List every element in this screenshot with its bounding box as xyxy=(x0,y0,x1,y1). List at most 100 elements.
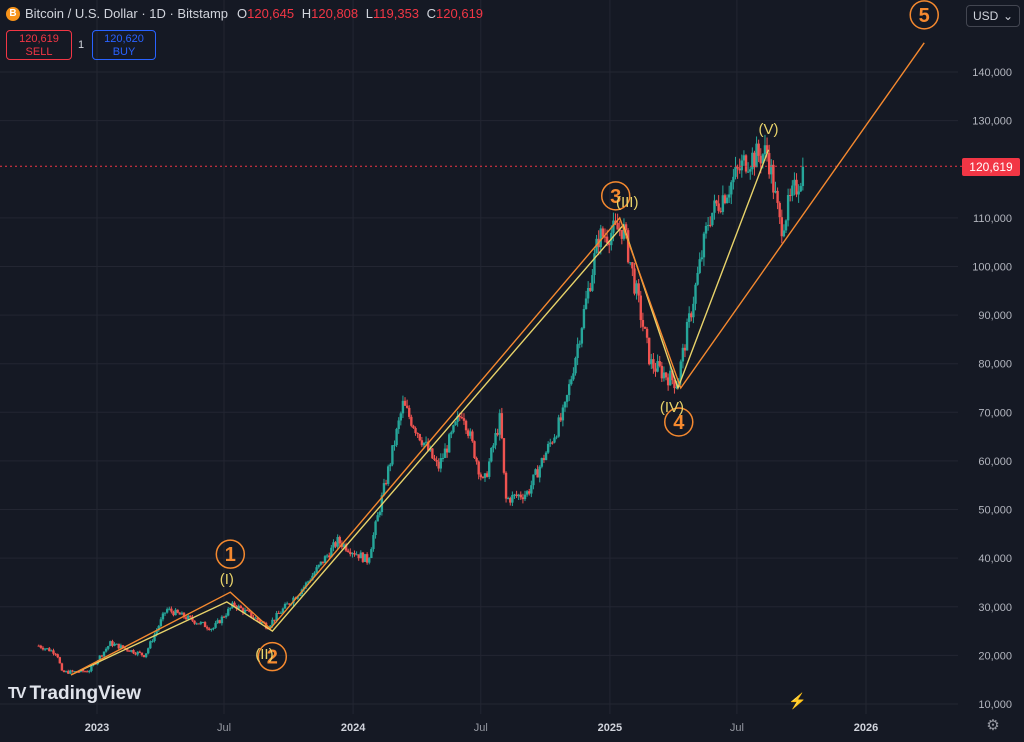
candle-body xyxy=(239,605,243,609)
candle-body xyxy=(528,491,531,494)
candle-body xyxy=(285,603,289,605)
currency-select[interactable]: USD ⌄ xyxy=(966,5,1020,27)
major-wave-label: 4 xyxy=(673,412,685,434)
candle-body xyxy=(776,190,779,203)
candle-body xyxy=(458,416,461,418)
candle-body xyxy=(570,379,573,385)
tradingview-logo-icon: TV xyxy=(8,685,27,702)
sell-button[interactable]: 120,619 SELL xyxy=(6,30,72,60)
candle-body xyxy=(534,469,537,475)
major-wave-label: 3 xyxy=(610,186,621,208)
candle-body xyxy=(128,650,131,652)
candle-body xyxy=(397,420,400,430)
candle-body xyxy=(582,308,586,329)
candle-body xyxy=(687,313,691,322)
candle-body xyxy=(576,344,579,359)
y-tick-label: 30,000 xyxy=(978,602,1012,614)
candle-body xyxy=(172,611,175,616)
candle-body xyxy=(456,416,459,422)
candle-body xyxy=(471,431,474,442)
candle-body xyxy=(509,498,512,503)
price-axis[interactable]: 10,000 20,000 30,000 40,000 50,000 60,000 70,0… xyxy=(972,67,1012,711)
candle-body xyxy=(117,643,120,649)
quantity-field[interactable]: 1 xyxy=(78,39,85,51)
candle-body xyxy=(694,284,697,304)
candle-body xyxy=(799,186,802,192)
candle-body xyxy=(504,472,508,499)
candle-body xyxy=(740,160,744,171)
candle-body xyxy=(778,202,781,218)
candle-body xyxy=(767,153,771,175)
candle-body xyxy=(759,155,762,164)
low-label: L xyxy=(365,6,373,21)
candle-body xyxy=(770,164,773,175)
candle-body xyxy=(683,347,687,351)
y-tick-label: 60,000 xyxy=(978,456,1012,468)
time-axis[interactable]: 2023 Jul 2024 Jul 2025 Jul 2026 xyxy=(85,722,878,734)
candle-body xyxy=(107,646,110,649)
candle-body xyxy=(416,432,419,435)
candle-body xyxy=(48,648,51,652)
candle-body xyxy=(580,328,584,344)
candle-body xyxy=(742,155,746,161)
candle-body xyxy=(702,233,706,258)
candle-body xyxy=(591,275,594,291)
candle-body xyxy=(422,442,426,446)
candle-body xyxy=(323,556,327,564)
candle-body xyxy=(123,647,127,649)
candle-body xyxy=(540,458,544,467)
spark-icon[interactable]: ⚡ xyxy=(788,693,807,710)
candle-body xyxy=(109,641,112,647)
candle-body xyxy=(789,195,792,197)
low-value: 119,353 xyxy=(373,6,420,21)
candle-body xyxy=(546,443,550,453)
candle-body xyxy=(69,670,72,674)
candle-body xyxy=(136,651,139,655)
major-wave-label: 5 xyxy=(919,5,930,27)
candle-body xyxy=(734,166,737,177)
candle-body xyxy=(485,473,489,477)
candle-body xyxy=(349,551,352,555)
last-price-tag: 120,619 xyxy=(962,158,1020,176)
candles xyxy=(37,134,805,675)
candle-body xyxy=(119,645,123,649)
candle-body xyxy=(384,483,388,485)
candle-body xyxy=(492,445,495,449)
candle-body xyxy=(212,627,215,629)
candle-body xyxy=(376,515,379,522)
candle-body xyxy=(635,283,638,294)
candle-body xyxy=(746,171,750,173)
candle-body xyxy=(643,326,647,329)
candle-body xyxy=(782,230,786,237)
candle-body xyxy=(563,401,567,408)
candle-body xyxy=(210,628,213,631)
candle-body xyxy=(506,498,510,500)
candle-body xyxy=(83,671,87,673)
candle-body xyxy=(765,145,769,154)
candle-body xyxy=(77,671,80,673)
chevron-down-icon: ⌄ xyxy=(1002,9,1013,23)
minor-wave-label: (V) xyxy=(758,121,778,138)
symbol-title[interactable]: Bitcoin / U.S. Dollar · 1D · Bitstamp xyxy=(25,6,228,21)
candle-body xyxy=(717,203,720,211)
candle-body xyxy=(189,615,192,618)
candle-body xyxy=(801,166,805,187)
candle-body xyxy=(237,605,240,609)
candle-body xyxy=(113,643,116,646)
gear-icon[interactable]: ⚙ xyxy=(986,717,1000,734)
sell-price: 120,619 xyxy=(19,33,59,45)
candle-body xyxy=(256,617,259,621)
candle-body xyxy=(374,521,377,536)
candle-body xyxy=(559,417,562,421)
buy-button[interactable]: 120,620 BUY xyxy=(92,30,156,60)
candle-body xyxy=(342,544,346,548)
candle-body xyxy=(631,262,634,269)
wave-label-circle xyxy=(215,539,246,569)
candle-body xyxy=(168,608,171,610)
tradingview-logo[interactable]: TV TradingView xyxy=(8,683,141,705)
candle-body xyxy=(399,413,403,421)
candle-body xyxy=(616,222,619,230)
candle-body xyxy=(363,554,367,562)
candle-body xyxy=(599,228,602,248)
